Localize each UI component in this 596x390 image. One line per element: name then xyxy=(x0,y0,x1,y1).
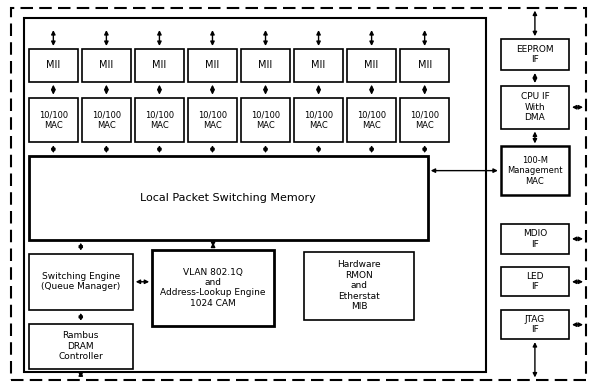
Bar xyxy=(400,98,449,142)
Bar xyxy=(188,98,237,142)
Bar xyxy=(241,98,290,142)
Bar xyxy=(294,98,343,142)
Bar xyxy=(29,49,78,82)
Bar xyxy=(24,18,486,372)
Text: LED
IF: LED IF xyxy=(526,272,544,291)
Text: MII: MII xyxy=(153,60,166,70)
Bar xyxy=(152,250,274,326)
Bar xyxy=(29,98,78,142)
Bar xyxy=(29,254,133,310)
Bar xyxy=(400,49,449,82)
Text: Switching Engine
(Queue Manager): Switching Engine (Queue Manager) xyxy=(41,272,120,291)
Text: MII: MII xyxy=(259,60,272,70)
Text: 10/100
MAC: 10/100 MAC xyxy=(357,110,386,129)
Bar xyxy=(241,49,290,82)
Bar xyxy=(294,49,343,82)
Bar xyxy=(135,49,184,82)
Text: MII: MII xyxy=(365,60,378,70)
Bar xyxy=(501,310,569,339)
Text: 10/100
MAC: 10/100 MAC xyxy=(39,110,68,129)
Bar xyxy=(304,252,414,320)
Bar xyxy=(501,224,569,254)
Text: MII: MII xyxy=(46,60,60,70)
Text: 10/100
MAC: 10/100 MAC xyxy=(145,110,174,129)
Text: MII: MII xyxy=(418,60,432,70)
Bar xyxy=(347,49,396,82)
Text: EEPROM
IF: EEPROM IF xyxy=(516,45,554,64)
Text: JTAG
IF: JTAG IF xyxy=(525,315,545,334)
Bar xyxy=(501,39,569,70)
Text: Local Packet Switching Memory: Local Packet Switching Memory xyxy=(141,193,316,203)
Text: 100-M
Management
MAC: 100-M Management MAC xyxy=(507,156,563,186)
Bar xyxy=(501,267,569,296)
Text: CPU IF
With
DMA: CPU IF With DMA xyxy=(520,92,550,122)
Text: MII: MII xyxy=(312,60,325,70)
Text: 10/100
MAC: 10/100 MAC xyxy=(198,110,227,129)
Text: MII: MII xyxy=(206,60,219,70)
Bar xyxy=(29,156,428,240)
Text: 10/100
MAC: 10/100 MAC xyxy=(304,110,333,129)
Text: Hardware
RMON
and
Etherstat
MIB: Hardware RMON and Etherstat MIB xyxy=(337,261,381,311)
Bar xyxy=(347,98,396,142)
Text: 10/100
MAC: 10/100 MAC xyxy=(251,110,280,129)
Bar xyxy=(501,86,569,129)
Bar xyxy=(135,98,184,142)
Bar xyxy=(82,49,131,82)
Bar xyxy=(29,324,133,369)
Bar xyxy=(82,98,131,142)
Text: 10/100
MAC: 10/100 MAC xyxy=(92,110,121,129)
Text: MDIO
IF: MDIO IF xyxy=(523,229,547,248)
Bar xyxy=(501,146,569,195)
Text: VLAN 802.1Q
and
Address-Lookup Engine
1024 CAM: VLAN 802.1Q and Address-Lookup Engine 10… xyxy=(160,268,266,308)
Text: MII: MII xyxy=(100,60,113,70)
Bar xyxy=(188,49,237,82)
Text: Rambus
DRAM
Controller: Rambus DRAM Controller xyxy=(58,331,103,361)
Text: 10/100
MAC: 10/100 MAC xyxy=(410,110,439,129)
